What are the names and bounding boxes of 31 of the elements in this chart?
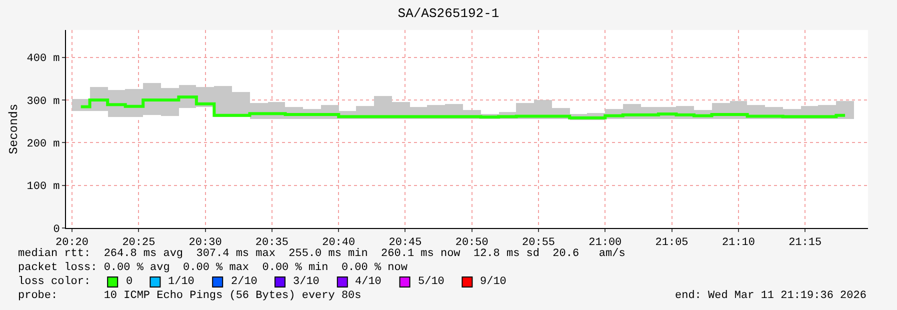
text: median rtt: 264.8 ms avg 307.4 ms max 255.0 ms min 260.1 ms now 12.8 ms sd 20.6 am/s	[18, 248, 626, 260]
x-tick-label: 21:15	[788, 237, 822, 250]
legend-label: 4/10	[355, 276, 382, 288]
y-tick-label: 400 m	[26, 53, 60, 66]
x-tick-label: 20:45	[388, 237, 422, 250]
legend-label: 5/10	[418, 276, 444, 288]
x-tick-label: 20:50	[455, 237, 488, 250]
y-tick-label: 0	[53, 224, 60, 236]
x-tick-label: 20:30	[188, 237, 222, 250]
y-tick-label: 300 m	[26, 96, 60, 108]
text: end: Wed Mar 11 21:19:36 2026	[675, 290, 866, 302]
legend-title: loss color:	[18, 276, 91, 288]
x-tick-label: 20:40	[322, 237, 356, 250]
y-axis-title: Seconds	[7, 104, 22, 154]
x-tick-label: 21:05	[655, 237, 688, 250]
chart-title: SA/AS265192-1	[398, 6, 500, 22]
text: packet loss: 0.00 % avg 0.00 % max 0.00 % min 0.00 % now	[18, 262, 408, 274]
x-tick-label: 20:20	[55, 237, 89, 250]
x-tick-label: 20:35	[255, 237, 288, 250]
x-tick-label: 20:25	[122, 237, 156, 250]
legend-label: 9/10	[480, 276, 506, 288]
text: probe: 10 ICMP Echo Pings (56 Bytes) every 80s	[18, 290, 362, 302]
y-tick-label: 200 m	[26, 138, 60, 151]
x-tick-label: 21:00	[588, 237, 622, 250]
legend-label: 1/10	[168, 276, 194, 288]
legend-label: 0	[126, 276, 133, 288]
legend-label: 2/10	[231, 276, 258, 288]
y-tick-label: 100 m	[26, 181, 60, 194]
legend-label: 3/10	[293, 276, 320, 288]
x-tick-label: 21:10	[722, 237, 755, 250]
x-tick-label: 20:55	[522, 237, 556, 250]
